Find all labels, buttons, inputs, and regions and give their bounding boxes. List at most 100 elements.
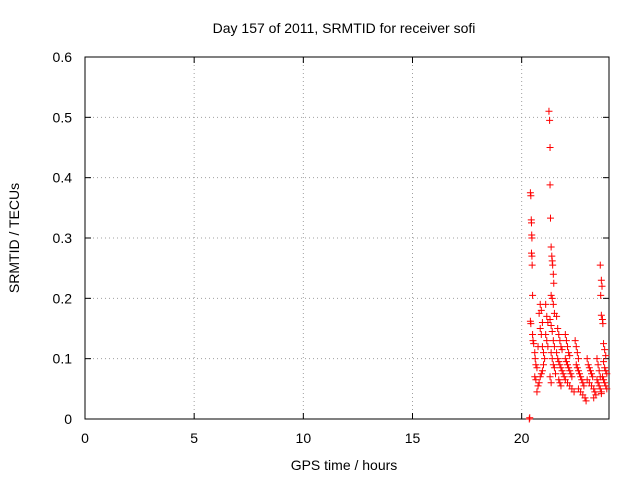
data-point bbox=[567, 370, 575, 378]
data-point bbox=[549, 300, 557, 308]
data-point bbox=[540, 349, 547, 357]
data-point bbox=[556, 361, 564, 369]
data-point bbox=[529, 331, 537, 339]
data-point bbox=[547, 321, 555, 329]
data-point bbox=[526, 414, 534, 422]
data-point bbox=[597, 390, 605, 398]
data-point bbox=[533, 388, 541, 396]
data-point bbox=[602, 382, 610, 390]
data-point bbox=[599, 320, 607, 328]
data-point bbox=[555, 358, 563, 366]
data-point bbox=[546, 116, 554, 124]
data-point bbox=[555, 376, 563, 384]
data-point bbox=[531, 349, 539, 357]
data-point bbox=[530, 340, 538, 348]
data-point bbox=[590, 394, 598, 402]
data-point bbox=[597, 276, 605, 284]
data-point bbox=[598, 282, 606, 290]
data-point bbox=[548, 294, 556, 302]
data-point bbox=[553, 312, 561, 320]
chart-title: Day 157 of 2011, SRMTID for receiver sof… bbox=[213, 20, 476, 36]
data-point bbox=[532, 376, 540, 384]
data-point bbox=[543, 312, 551, 320]
data-point bbox=[560, 373, 568, 381]
data-point bbox=[549, 261, 557, 269]
y-tick-label: 0.6 bbox=[53, 49, 73, 65]
data-point bbox=[536, 373, 544, 381]
data-point bbox=[546, 315, 554, 323]
data-point bbox=[532, 361, 540, 369]
data-point bbox=[586, 367, 594, 375]
data-point bbox=[528, 234, 536, 242]
data-point bbox=[528, 252, 536, 260]
data-point bbox=[550, 364, 558, 372]
y-tick-label: 0.4 bbox=[53, 170, 73, 186]
data-point bbox=[603, 370, 611, 378]
data-point bbox=[546, 214, 554, 222]
grid-lines bbox=[85, 57, 609, 419]
data-point bbox=[553, 349, 561, 357]
data-point bbox=[596, 261, 604, 269]
data-point bbox=[543, 337, 551, 345]
data-point bbox=[576, 370, 584, 378]
data-point bbox=[572, 343, 580, 351]
data-point bbox=[554, 355, 562, 363]
data-point bbox=[594, 361, 602, 369]
data-point bbox=[600, 376, 608, 384]
data-point bbox=[558, 346, 566, 354]
data-point bbox=[554, 325, 562, 332]
data-point bbox=[582, 397, 590, 405]
y-tick-label: 0.1 bbox=[53, 351, 73, 367]
data-point bbox=[598, 373, 606, 381]
data-point bbox=[573, 349, 581, 357]
data-point bbox=[559, 370, 567, 378]
data-point bbox=[540, 361, 547, 369]
y-tick-label: 0.2 bbox=[53, 290, 73, 306]
data-point bbox=[555, 331, 563, 339]
axis-ticks: 0 5 10 15 20 0 0.1 0.2 0.3 0.4 0.5 0.6 bbox=[53, 49, 609, 446]
data-point bbox=[589, 373, 597, 381]
data-point bbox=[601, 364, 609, 372]
data-point bbox=[593, 376, 601, 384]
data-point bbox=[547, 243, 555, 251]
data-point bbox=[565, 349, 573, 357]
data-point bbox=[565, 364, 573, 372]
data-point bbox=[529, 337, 537, 345]
data-point bbox=[568, 373, 576, 381]
data-point bbox=[549, 270, 557, 278]
data-point bbox=[562, 337, 570, 345]
data-point bbox=[572, 361, 580, 369]
data-point bbox=[591, 388, 599, 396]
data-point bbox=[556, 337, 564, 345]
data-point bbox=[584, 361, 592, 369]
data-point bbox=[564, 361, 572, 369]
data-point bbox=[601, 346, 609, 354]
data-point bbox=[550, 279, 558, 287]
y-tick-label: 0.3 bbox=[53, 230, 73, 246]
data-point bbox=[600, 358, 608, 366]
data-point bbox=[597, 311, 605, 319]
data-point bbox=[557, 343, 565, 351]
data-point bbox=[594, 379, 602, 387]
x-tick-label: 15 bbox=[405, 430, 421, 446]
data-point bbox=[547, 379, 555, 387]
data-point bbox=[542, 300, 550, 308]
data-point bbox=[557, 364, 565, 372]
data-point bbox=[527, 320, 535, 328]
data-point bbox=[534, 382, 542, 390]
data-point bbox=[541, 355, 549, 363]
data-point bbox=[603, 385, 611, 393]
data-point bbox=[601, 379, 609, 387]
data-point bbox=[556, 379, 564, 387]
data-point bbox=[590, 385, 598, 393]
data-point bbox=[595, 382, 603, 390]
data-point bbox=[597, 291, 605, 299]
data-point bbox=[552, 370, 560, 378]
data-point bbox=[596, 385, 604, 393]
data-point bbox=[545, 107, 553, 115]
data-point bbox=[580, 382, 588, 390]
data-point bbox=[562, 358, 570, 366]
y-axis-label: SRMTID / TECUs bbox=[6, 183, 22, 293]
data-point bbox=[533, 364, 541, 372]
